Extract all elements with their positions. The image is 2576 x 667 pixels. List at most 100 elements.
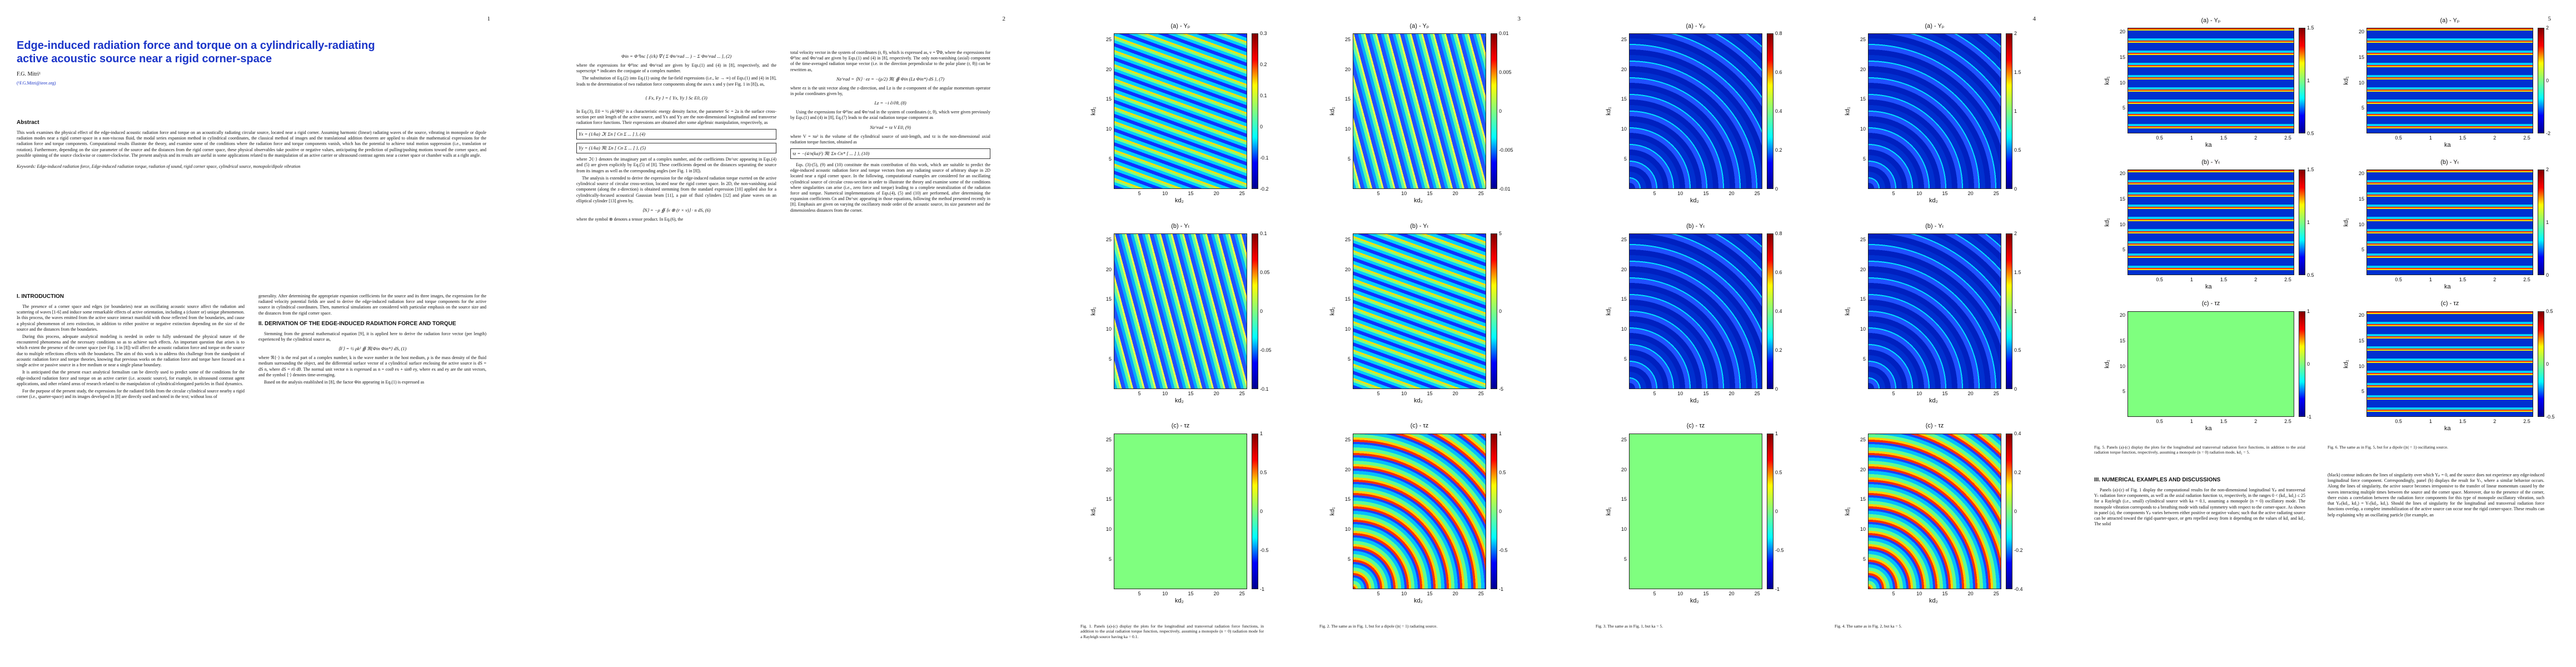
figure-caption: Fig. 2. The same as in Fig. 1, but for a… — [1319, 624, 1438, 629]
x-tick-label: 2 — [2254, 135, 2258, 141]
colorbar-tick-label: 0 — [1775, 509, 1778, 514]
x-tick-label: 15 — [1188, 191, 1194, 196]
x-tick-label: 10 — [1162, 591, 1168, 596]
paragraph: where ℜ{·} is the real part of a complex… — [258, 355, 486, 377]
y-tick-label: 20 — [2119, 29, 2125, 35]
abstract-heading: Abstract — [17, 120, 39, 126]
x-tick-label: 1.5 — [2459, 277, 2467, 282]
colorbar — [1491, 233, 1497, 389]
x-tick-label: 20 — [1967, 191, 1974, 196]
colorbar-tick-label: 0.05 — [1260, 270, 1270, 275]
y-axis-label: kd₁ — [2343, 76, 2350, 85]
y-axis-label: kd₁ — [1605, 307, 1612, 316]
colorbar-tick-label: 2 — [2546, 25, 2549, 31]
x-tick-label: 10 — [1916, 391, 1922, 396]
x-tick-label: 15 — [1188, 591, 1194, 596]
colorbar-tick-label: 5 — [1499, 231, 1502, 236]
colorbar-tick-label: 1 — [2307, 308, 2310, 314]
colorbar-tick-label: 0.5 — [2546, 308, 2553, 314]
y-tick-label: 15 — [2358, 54, 2364, 60]
x-tick-label: 25 — [1993, 191, 1999, 196]
paragraph: During this process, adequate analytical… — [17, 334, 245, 368]
colorbar-tick-label: 0.2 — [1260, 62, 1267, 67]
heatmap — [1353, 33, 1486, 189]
x-tick-label: 2 — [2493, 277, 2497, 282]
paragraph: generality. After determining the approp… — [258, 293, 486, 316]
y-tick-label: 20 — [2358, 312, 2364, 318]
colorbar-tick-label: -0.2 — [1260, 186, 1269, 192]
colorbar — [2006, 33, 2012, 189]
page: 2 Φin = Φ⁰inc [ (i/k) ∇ ( Σ Φn^rad ... )… — [515, 0, 1030, 667]
y-tick-label: 20 — [1860, 466, 1866, 472]
x-tick-label: 15 — [1942, 391, 1948, 396]
x-axis-label: kd₂ — [1175, 197, 1184, 204]
paragraph: total velocity vector in the system of c… — [790, 50, 991, 72]
x-tick-label: 5 — [1377, 391, 1380, 396]
colorbar-tick-label: -0.005 — [1499, 147, 1513, 153]
x-tick-label: 5 — [1377, 591, 1380, 596]
y-tick-label: 5 — [1862, 156, 1866, 162]
x-axis-label: ka — [2205, 425, 2212, 432]
figure-caption: Fig. 4. The same as in Fig. 2, but ka = … — [1835, 624, 1902, 629]
x-tick-label: 2.5 — [2284, 419, 2291, 424]
x-tick-label: 5 — [1377, 191, 1380, 196]
colorbar-tick-label: 0 — [2014, 186, 2017, 192]
x-tick-label: 1 — [2190, 277, 2193, 282]
y-axis-label: kd₁ — [1329, 107, 1336, 116]
paragraph: where ℑ{·} denotes the imaginary part of… — [576, 157, 776, 173]
x-tick-label: 25 — [1478, 591, 1484, 596]
colorbar-tick-label: 0 — [1499, 308, 1502, 314]
y-tick-label: 25 — [1344, 36, 1351, 42]
x-axis-label: ka — [2205, 283, 2212, 290]
colorbar-tick-label: 0 — [2546, 361, 2549, 367]
x-tick-label: 10 — [1162, 191, 1168, 196]
colorbar-tick-label: 0.4 — [1775, 308, 1782, 314]
paragraph: Based on the analysis established in [8]… — [264, 380, 425, 385]
panel-title: (a) - Yₚ — [2440, 17, 2460, 24]
colorbar-tick-label: 0 — [1499, 108, 1502, 114]
y-tick-label: 5 — [1347, 556, 1351, 563]
colorbar-tick-label: 0.5 — [2307, 131, 2314, 136]
colorbar-tick-label: 1 — [2014, 308, 2017, 314]
figure-caption: Fig. 1. Panels (a)-(c) display the plots… — [1080, 624, 1264, 639]
colorbar-tick-label: -0.1 — [1260, 155, 1269, 161]
y-tick-label: 5 — [1108, 156, 1112, 162]
colorbar-tick-label: 1 — [2307, 220, 2310, 225]
y-tick-label: 5 — [2122, 247, 2125, 253]
y-tick-label: 20 — [1860, 266, 1866, 272]
y-tick-label: 10 — [1344, 526, 1351, 532]
colorbar-tick-label: 0.2 — [1775, 147, 1782, 153]
colorbar-tick-label: 0.01 — [1499, 31, 1509, 36]
panel-title: (c) - τz — [1686, 422, 1705, 429]
right-column: generality. After determining the approp… — [258, 293, 486, 387]
y-axis-label: kd₁ — [1090, 507, 1097, 516]
y-tick-label: 20 — [1621, 266, 1627, 272]
x-tick-label: 20 — [1452, 591, 1458, 596]
x-tick-label: 25 — [1754, 391, 1760, 396]
heatmap — [1114, 434, 1247, 589]
y-tick-label: 15 — [2119, 196, 2125, 202]
colorbar-tick-label: 0.005 — [1499, 69, 1512, 75]
x-tick-label: 25 — [1754, 591, 1760, 596]
x-axis-label: kd₂ — [1929, 598, 1938, 604]
paragraph: (black) contour indicates the lines of s… — [2328, 472, 2544, 517]
y-tick-label: 5 — [1862, 556, 1866, 563]
panel-title: (a) - Yₚ — [1409, 23, 1429, 29]
colorbar-tick-label: 2 — [2014, 31, 2017, 36]
y-tick-label: 20 — [1344, 466, 1351, 472]
y-tick-label: 20 — [1344, 266, 1351, 272]
paragraph: In Eq.(3), E0 = ½ ρk²|Φ0|² is a characte… — [576, 108, 776, 126]
left-column: I. INTRODUCTION The presence of a corner… — [17, 289, 245, 402]
y-tick-label: 15 — [2119, 337, 2125, 344]
colorbar-tick-label: 1 — [2307, 78, 2310, 83]
y-tick-label: 15 — [1105, 296, 1112, 302]
y-tick-label: 15 — [1860, 496, 1866, 502]
colorbar-tick-label: 0.5 — [2014, 347, 2021, 353]
right-column: total velocity vector in the system of c… — [790, 50, 990, 215]
equation: Nz^rad = τz V E0, (9) — [870, 124, 911, 130]
y-tick-label: 10 — [2358, 79, 2364, 86]
page-number: 1 — [487, 16, 491, 22]
colorbar-tick-label: 0.8 — [1775, 231, 1782, 236]
page: 1 Edge-induced radiation force and torqu… — [0, 0, 515, 667]
equation: Φin = Φ⁰inc [ (i/k) ∇ ( Σ Φn^rad ... ) −… — [621, 53, 732, 59]
